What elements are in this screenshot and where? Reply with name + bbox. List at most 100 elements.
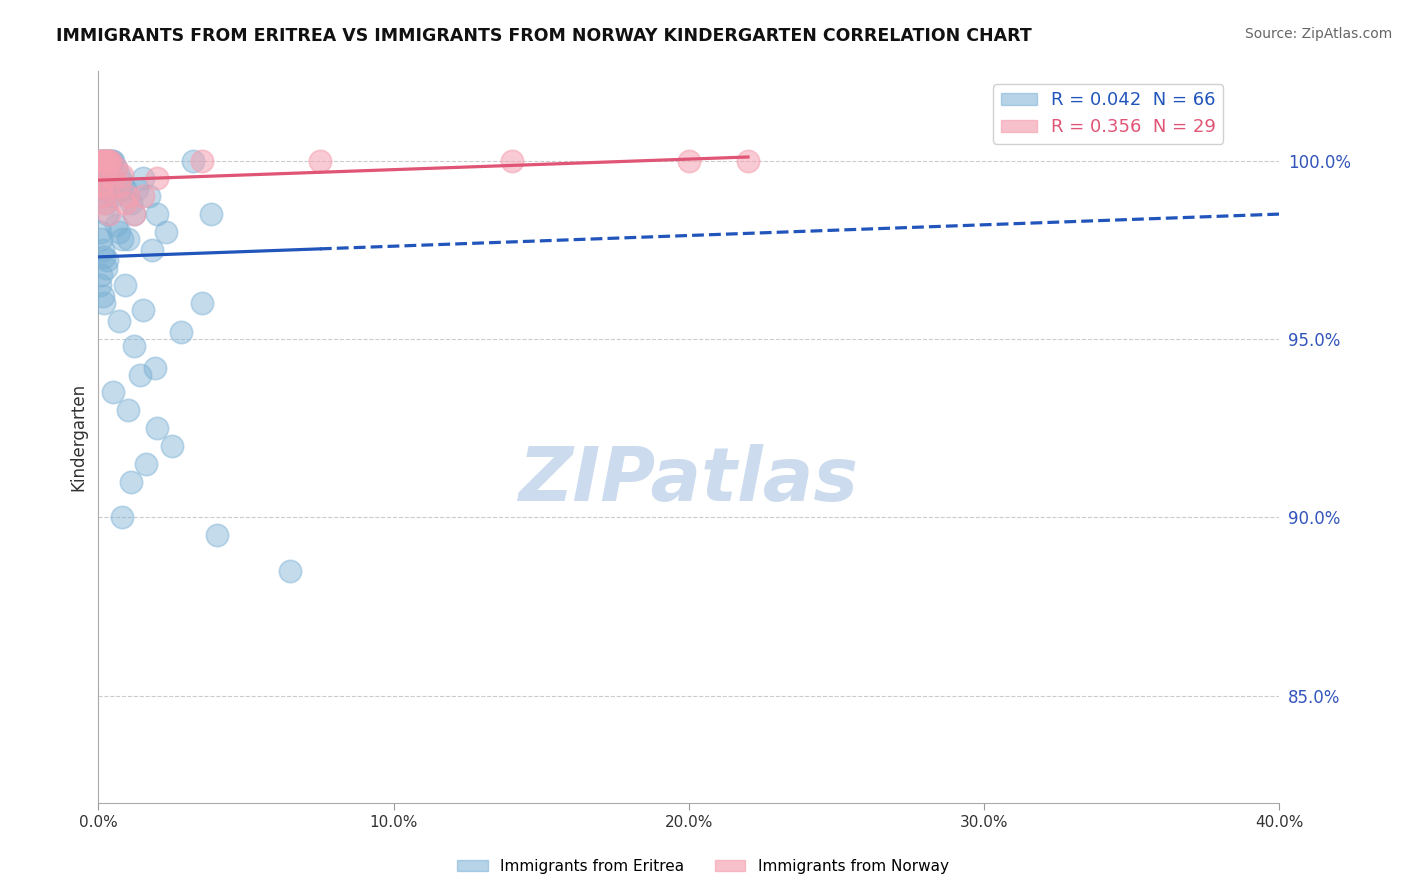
Y-axis label: Kindergarten: Kindergarten [69,383,87,491]
Point [89,171,111,186]
Legend: R = 0.042  N = 66, R = 0.356  N = 29: R = 0.042 N = 66, R = 0.356 N = 29 [993,84,1223,144]
Point [100,178,122,193]
Point [105,161,128,175]
Point [678,153,700,168]
Point [97,207,120,221]
Point [91,153,114,168]
Text: ZIPatlas: ZIPatlas [519,444,859,517]
Point [90,153,112,168]
Point [91,182,114,196]
Point [138,189,160,203]
Point [103,189,125,203]
Point [114,196,136,211]
Point [143,360,166,375]
Point [141,243,163,257]
Point [128,368,150,382]
Point [108,314,131,328]
Point [91,243,114,257]
Point [90,268,112,282]
Point [117,189,139,203]
Point [90,232,112,246]
Point [132,189,155,203]
Point [200,207,222,221]
Point [191,153,214,168]
Point [96,153,118,168]
Point [737,153,759,168]
Point [191,296,214,310]
Point [146,207,169,221]
Point [111,168,134,182]
Point [97,153,120,168]
Point [117,403,139,417]
Point [91,153,114,168]
Point [111,510,134,524]
Point [93,196,115,211]
Point [162,439,183,453]
Point [91,289,114,303]
Point [278,564,302,578]
Point [89,153,111,168]
Point [111,175,134,189]
Point [96,153,118,168]
Point [89,278,111,293]
Point [108,178,131,193]
Point [103,153,125,168]
Point [501,153,523,168]
Point [146,421,169,435]
Point [120,475,142,489]
Point [170,325,193,339]
Point [132,171,155,186]
Point [91,189,114,203]
Point [89,225,111,239]
Text: IMMIGRANTS FROM ERITREA VS IMMIGRANTS FROM NORWAY KINDERGARTEN CORRELATION CHART: IMMIGRANTS FROM ERITREA VS IMMIGRANTS FR… [56,27,1032,45]
Text: Source: ZipAtlas.com: Source: ZipAtlas.com [1244,27,1392,41]
Point [205,528,228,542]
Point [94,153,117,168]
Point [90,178,112,193]
Point [96,182,118,196]
Point [97,153,120,168]
Point [89,153,111,168]
Point [132,303,155,318]
Point [98,153,121,168]
Point [93,250,115,264]
Point [181,153,204,168]
Point [146,171,169,186]
Point [93,153,115,168]
Point [114,182,136,196]
Point [93,189,115,203]
Point [98,171,121,186]
Point [94,153,117,168]
Point [103,171,125,186]
Point [90,153,112,168]
Point [155,225,177,239]
Point [89,171,111,186]
Point [117,189,139,203]
Point [108,168,131,182]
Point [122,207,145,221]
Point [120,196,142,211]
Point [94,164,117,178]
Point [96,253,118,268]
Point [135,457,157,471]
Point [94,260,117,275]
Point [309,153,332,168]
Point [111,232,134,246]
Point [105,161,128,175]
Point [108,225,131,239]
Point [98,153,121,168]
Point [100,153,122,168]
Point [90,178,112,193]
Legend: Immigrants from Eritrea, Immigrants from Norway: Immigrants from Eritrea, Immigrants from… [451,853,955,880]
Point [93,296,115,310]
Point [117,232,139,246]
Point [125,182,148,196]
Point [122,207,145,221]
Point [93,153,115,168]
Point [97,164,120,178]
Point [94,196,117,211]
Point [103,385,125,400]
Point [122,339,145,353]
Point [96,207,118,221]
Point [105,218,128,232]
